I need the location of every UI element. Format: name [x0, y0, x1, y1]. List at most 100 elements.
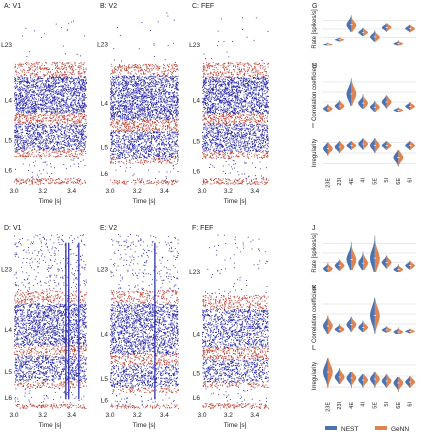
spike-dot — [39, 92, 41, 94]
spike-dot — [154, 76, 156, 78]
spike-dot — [82, 85, 84, 86]
spike-dot — [142, 98, 144, 100]
spike-dot — [161, 107, 163, 109]
spike-dot — [47, 147, 49, 149]
spike-dot — [36, 79, 38, 81]
spike-dot — [153, 107, 155, 108]
spike-dot — [74, 126, 76, 128]
spike-dot — [63, 113, 65, 115]
spike-dot — [169, 92, 170, 93]
spike-dot — [30, 64, 32, 66]
spike-dot — [53, 77, 55, 79]
spike-dot — [33, 106, 35, 108]
spike-dot — [15, 91, 17, 93]
spike-dot — [34, 103, 36, 105]
spike-dot — [29, 133, 31, 134]
spike-dot — [80, 107, 82, 109]
spike-dot — [164, 91, 166, 92]
spike-dot — [152, 88, 153, 90]
spike-dot — [48, 75, 50, 77]
spike-dot — [129, 84, 131, 86]
spike-dot — [74, 92, 76, 94]
spike-dot — [112, 69, 114, 71]
spike-dot — [172, 115, 174, 117]
spike-dot — [32, 83, 34, 85]
spike-dot — [46, 82, 47, 84]
spike-dot — [51, 108, 53, 110]
spike-dot — [52, 137, 54, 139]
spike-dot — [27, 91, 29, 93]
spike-dot — [126, 101, 128, 103]
spike-dot — [60, 112, 61, 114]
spike-dot — [59, 150, 61, 152]
spike-dot — [84, 127, 86, 129]
spike-dot — [120, 117, 122, 118]
spike-dot — [41, 68, 43, 70]
spike-dot — [68, 135, 70, 137]
spike-dot — [24, 104, 26, 106]
spike-dot — [43, 149, 44, 150]
spike-dot — [28, 170, 29, 172]
spike-dot — [32, 146, 34, 148]
spike-dot — [117, 113, 119, 115]
spike-dot — [30, 89, 32, 90]
spike-dot — [74, 140, 76, 142]
spike-dot — [119, 110, 121, 112]
spike-dot — [34, 145, 36, 147]
spike-dot — [28, 133, 30, 135]
spike-dot — [75, 151, 77, 152]
spike-dot — [136, 66, 137, 68]
spike-dot — [144, 116, 146, 118]
spike-dot — [81, 135, 83, 137]
spike-dot — [42, 178, 44, 180]
spike-dot — [60, 146, 62, 148]
spike-dot — [76, 105, 78, 107]
spike-dot — [164, 95, 166, 97]
spike-dot — [70, 114, 72, 116]
spike-dot — [37, 101, 38, 103]
spike-dot — [148, 112, 150, 114]
spike-dot — [74, 102, 76, 104]
spike-dot — [67, 120, 69, 122]
spike-dot — [37, 87, 39, 89]
spike-dot — [124, 109, 126, 111]
spike-dot — [72, 130, 74, 132]
spike-dot — [35, 128, 37, 130]
spike-dot — [66, 156, 68, 158]
spike-dot — [61, 27, 63, 29]
spike-dot — [140, 109, 142, 111]
spike-dot — [57, 124, 59, 126]
spike-dot — [43, 104, 45, 106]
spike-dot — [31, 126, 33, 128]
spike-dot — [36, 83, 38, 85]
spike-dot — [113, 83, 115, 85]
spike-dot — [58, 112, 59, 114]
spike-dot — [69, 98, 71, 100]
spike-dot — [144, 100, 146, 102]
spike-dot — [26, 130, 28, 132]
spike-dot — [36, 126, 38, 128]
spike-dot — [28, 151, 29, 153]
spike-dot — [66, 123, 68, 125]
spike-dot — [38, 106, 39, 108]
spike-dot — [42, 127, 44, 129]
spike-dot — [50, 135, 52, 137]
spike-dot — [155, 104, 157, 106]
spike-dot — [113, 71, 115, 73]
spike-dot — [150, 102, 152, 104]
spike-dot — [77, 72, 79, 74]
spike-dot — [34, 107, 36, 109]
spike-dot — [35, 104, 37, 105]
spike-dot — [114, 71, 115, 73]
spike-dot — [45, 131, 47, 133]
spike-dot — [128, 105, 130, 107]
spike-dot — [56, 105, 58, 107]
spike-dot — [43, 83, 45, 85]
spike-dot — [58, 151, 60, 153]
spike-dot — [81, 95, 83, 97]
spike-dot — [77, 105, 79, 107]
spike-dot — [128, 118, 130, 120]
spike-dot — [34, 148, 35, 150]
spike-dot — [150, 81, 152, 83]
spike-dot — [136, 105, 138, 107]
